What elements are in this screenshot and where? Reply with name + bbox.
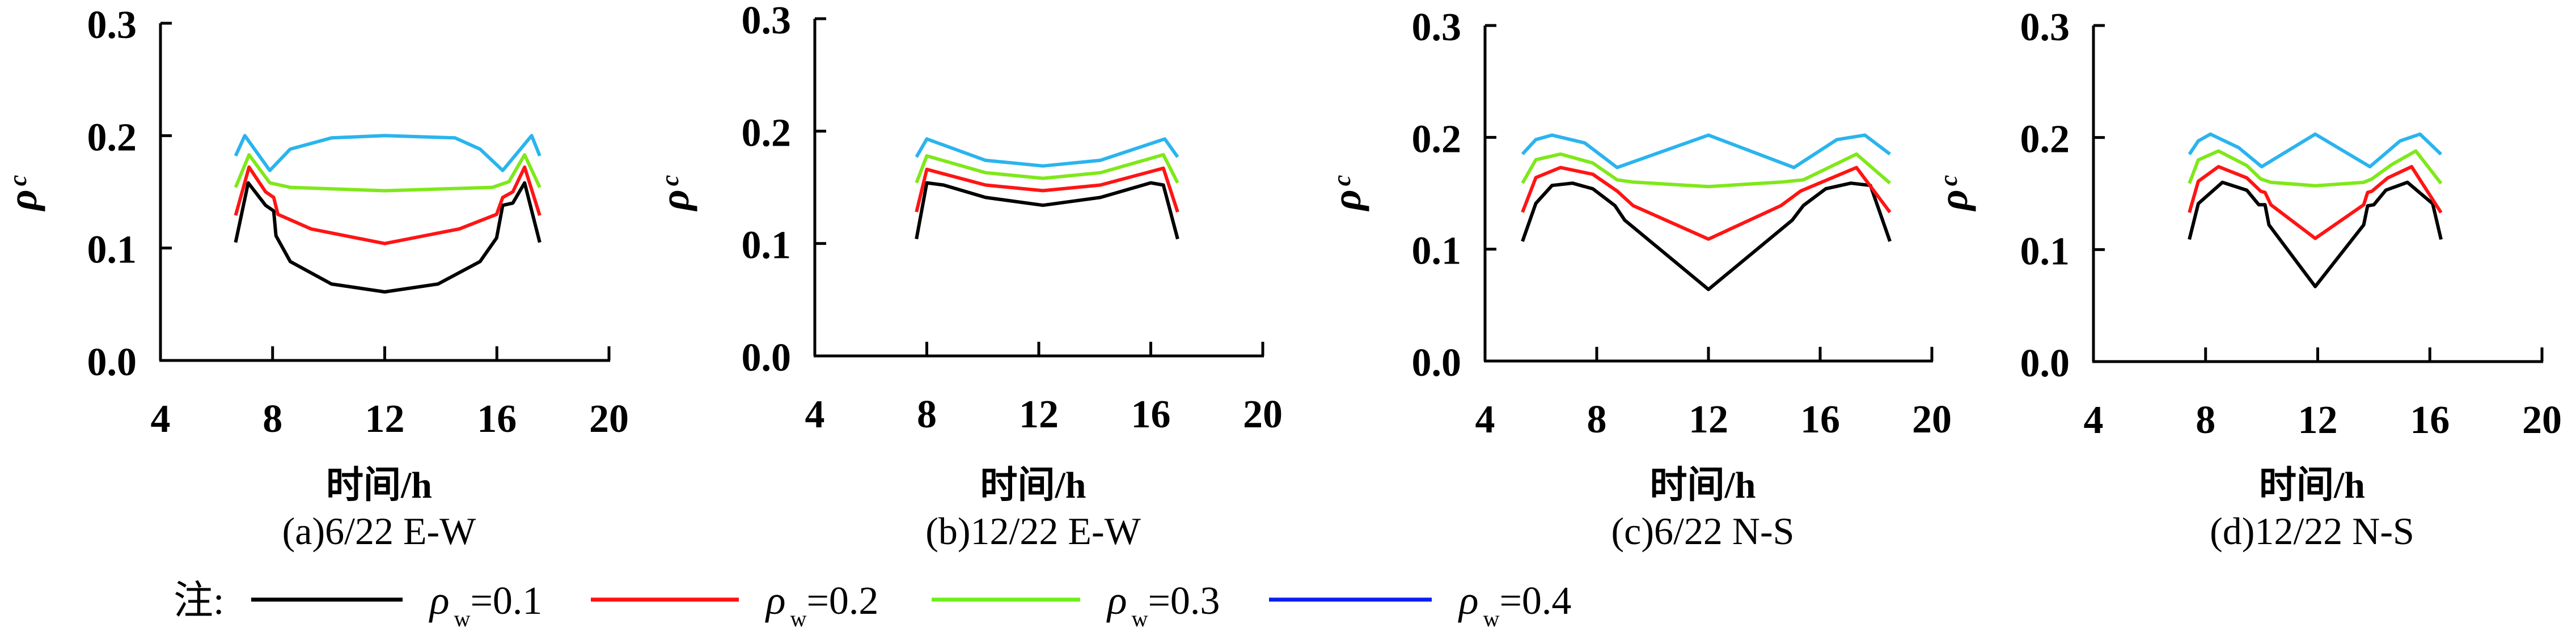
x-tick-label: 16 [1800,398,1840,442]
x-tick-label: 8 [1587,398,1607,442]
x-tick-label: 20 [589,397,629,441]
series-line-1 [234,181,542,294]
x-tick-label: 4 [805,393,825,436]
y-tick-label: 0.1 [87,228,137,272]
y-tick-label: 0.0 [1412,341,1462,385]
panel-caption: (c)6/22 N-S [1611,510,1795,553]
x-tick-label: 20 [1243,393,1283,436]
x-axis-label: 时间/h [326,465,432,506]
x-tick-label: 8 [917,393,937,436]
y-tick-label: 0.0 [2020,342,2070,385]
x-tick-label: 20 [2522,398,2562,442]
legend-label: ρ w=0.3 [1106,578,1220,631]
y-axis-label: ρc [0,175,45,212]
series-line-1 [915,181,1179,240]
y-tick-label: 0.1 [742,224,792,268]
y-tick-label: 0.1 [2020,230,2070,273]
x-tick-label: 12 [1019,393,1059,436]
x-tick-label: 16 [477,397,517,441]
y-axis-label: ρc [1324,175,1369,212]
x-tick-label: 12 [2298,398,2338,442]
x-tick-label: 12 [365,397,405,441]
x-tick-label: 16 [1131,393,1171,436]
x-axis-label: 时间/h [2259,465,2365,506]
series-line-4 [1521,133,1891,169]
series-line-3 [1521,152,1892,189]
y-tick-label: 0.3 [1412,6,1462,49]
series-line-1 [1521,181,1892,291]
y-tick-label: 0.3 [742,0,792,43]
x-tick-label: 20 [1912,398,1952,442]
legend-label: ρ w=0.1 [429,578,542,631]
y-tick-label: 0.2 [1412,117,1462,161]
y-tick-label: 0.2 [742,111,792,155]
x-tick-label: 4 [1475,398,1495,442]
y-axis-label: ρc [1931,175,1976,212]
y-tick-label: 0.0 [742,336,792,380]
series-line-4 [915,137,1179,168]
y-tick-label: 0.2 [87,116,137,159]
x-axis-label: 时间/h [980,465,1086,506]
legend-item: ρ w=0.3 [932,578,1220,631]
legend: 注: ρ w=0.1 ρ w=0.2 ρ w=0.3 ρ w=0.4 [174,578,1571,631]
legend-item: ρ w=0.4 [1269,578,1571,631]
series-line-2 [915,166,1179,213]
y-tick-label: 0.0 [87,341,137,384]
legend-prefix: 注: [174,579,224,623]
y-axis-label: ρc [652,175,697,212]
series-line-4 [234,134,542,172]
panel-a: 0.0 0.1 0.2 0.3 4 8 12 16 20 ρc 时间/h(a)6/22 E-W [0,3,629,553]
x-tick-label: 4 [151,397,171,441]
y-tick-label: 0.3 [87,3,137,47]
series-line-2 [234,165,542,245]
x-tick-label: 16 [2410,398,2450,442]
x-tick-label: 8 [263,397,282,441]
panel-c: 0.0 0.1 0.2 0.3 4 8 12 16 20 ρc 时间/h(c)6/22 N-S [1324,6,1952,553]
series-line-3 [234,153,542,193]
panel-b: 0.0 0.1 0.2 0.3 4 8 12 16 20 ρc 时间/h(b)12/22 E-W [652,0,1283,553]
y-tick-label: 0.1 [1412,230,1462,273]
y-tick-label: 0.3 [2020,6,2070,49]
series-line-2 [2188,165,2443,240]
series-line-4 [2188,132,2443,169]
panel-caption: (a)6/22 E-W [282,510,477,553]
legend-item: ρ w=0.1 [251,578,542,631]
legend-label: ρ w=0.4 [1458,578,1571,631]
series-line-3 [2188,149,2443,188]
series-line-2 [1521,165,1892,241]
y-tick-label: 0.2 [2020,118,2070,162]
legend-item: ρ w=0.2 [591,578,878,631]
panel-caption: (d)12/22 N-S [2210,510,2414,553]
panel-caption: (b)12/22 E-W [925,510,1141,553]
x-axis-label: 时间/h [1649,465,1756,506]
panel-d: 0.0 0.1 0.2 0.3 4 8 12 16 20 ρc 时间/h(d)12/22 N-S [1931,6,2562,553]
x-tick-label: 12 [1689,398,1728,442]
x-tick-label: 8 [2196,398,2215,442]
legend-label: ρ w=0.2 [765,578,878,631]
x-tick-label: 4 [2084,398,2104,442]
series-line-1 [2188,180,2443,288]
series-line-3 [915,153,1179,184]
